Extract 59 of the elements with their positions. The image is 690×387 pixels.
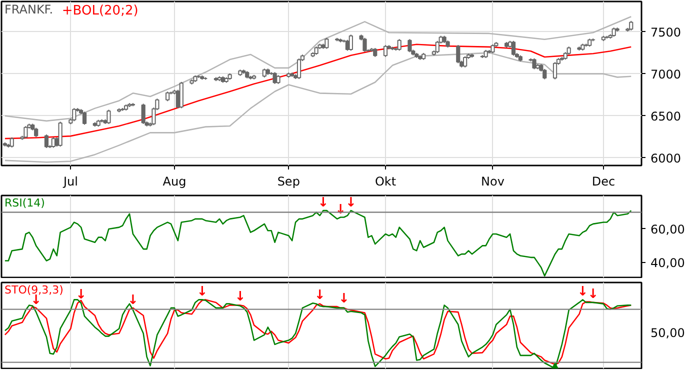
candlestick	[141, 103, 146, 124]
annotation: ↓	[234, 290, 246, 305]
annotation: ↓	[196, 284, 208, 300]
annotation: ↓	[318, 196, 329, 211]
candlestick	[165, 91, 170, 102]
candlestick	[24, 126, 28, 139]
x-tick-label: Nov	[481, 174, 504, 188]
annotation: ↓	[76, 287, 87, 302]
x-tick-label: Okt	[374, 174, 396, 188]
candlestick	[542, 68, 547, 80]
candlestick	[348, 34, 353, 52]
x-tick-label: Jul	[62, 174, 78, 188]
line-series	[4, 44, 632, 140]
candlestick	[296, 58, 302, 80]
candlestick	[324, 37, 329, 50]
annotation: ↓	[128, 292, 138, 308]
x-tick-label: Sep	[277, 174, 300, 188]
annotation: ↓	[314, 288, 326, 304]
candlestick	[463, 56, 468, 68]
text: +BOL(20;2)	[62, 4, 138, 18]
candlestick	[106, 109, 111, 124]
x-tick-label: Dec	[592, 174, 616, 188]
y-tick-label: 40,00	[650, 256, 685, 270]
y-tick-label: 6500	[650, 109, 682, 124]
candlestick	[408, 38, 412, 53]
candlestick	[10, 136, 14, 148]
y-tick-label: 7000	[650, 67, 682, 82]
line-series	[4, 52, 632, 163]
candlestick	[179, 81, 184, 109]
candlestick	[383, 44, 388, 58]
candlestick	[51, 136, 56, 148]
y-tick-label: 60,00	[650, 222, 685, 236]
chart-title: RSI(14)	[4, 196, 45, 210]
candlestick	[72, 108, 76, 122]
chart-title: FRANKF.	[4, 2, 54, 16]
annotation: ↓	[577, 284, 588, 300]
chart-title: STO(9,3,3)	[4, 284, 64, 296]
candlestick	[511, 40, 516, 56]
y-tick-label: 6000	[650, 151, 682, 166]
annotation: ↓	[588, 286, 599, 302]
candlestick	[58, 121, 62, 148]
candlestick	[612, 27, 616, 38]
candlestick	[435, 40, 440, 54]
candlestick	[82, 111, 87, 126]
y-tick-label: 7500	[650, 25, 682, 40]
candlestick	[44, 134, 49, 149]
text: 50,00	[650, 326, 685, 340]
candlestick	[456, 44, 460, 64]
annotation: ↓	[338, 292, 350, 307]
candlestick	[362, 37, 367, 52]
candlestick	[532, 58, 536, 70]
candlestick	[552, 62, 558, 80]
candlestick	[629, 20, 634, 31]
line-series	[4, 16, 632, 122]
candlestick	[272, 72, 277, 84]
candlestick	[34, 127, 38, 138]
x-tick-label: Aug	[162, 174, 186, 188]
annotation: ↓	[345, 196, 356, 211]
candlestick	[397, 38, 402, 52]
